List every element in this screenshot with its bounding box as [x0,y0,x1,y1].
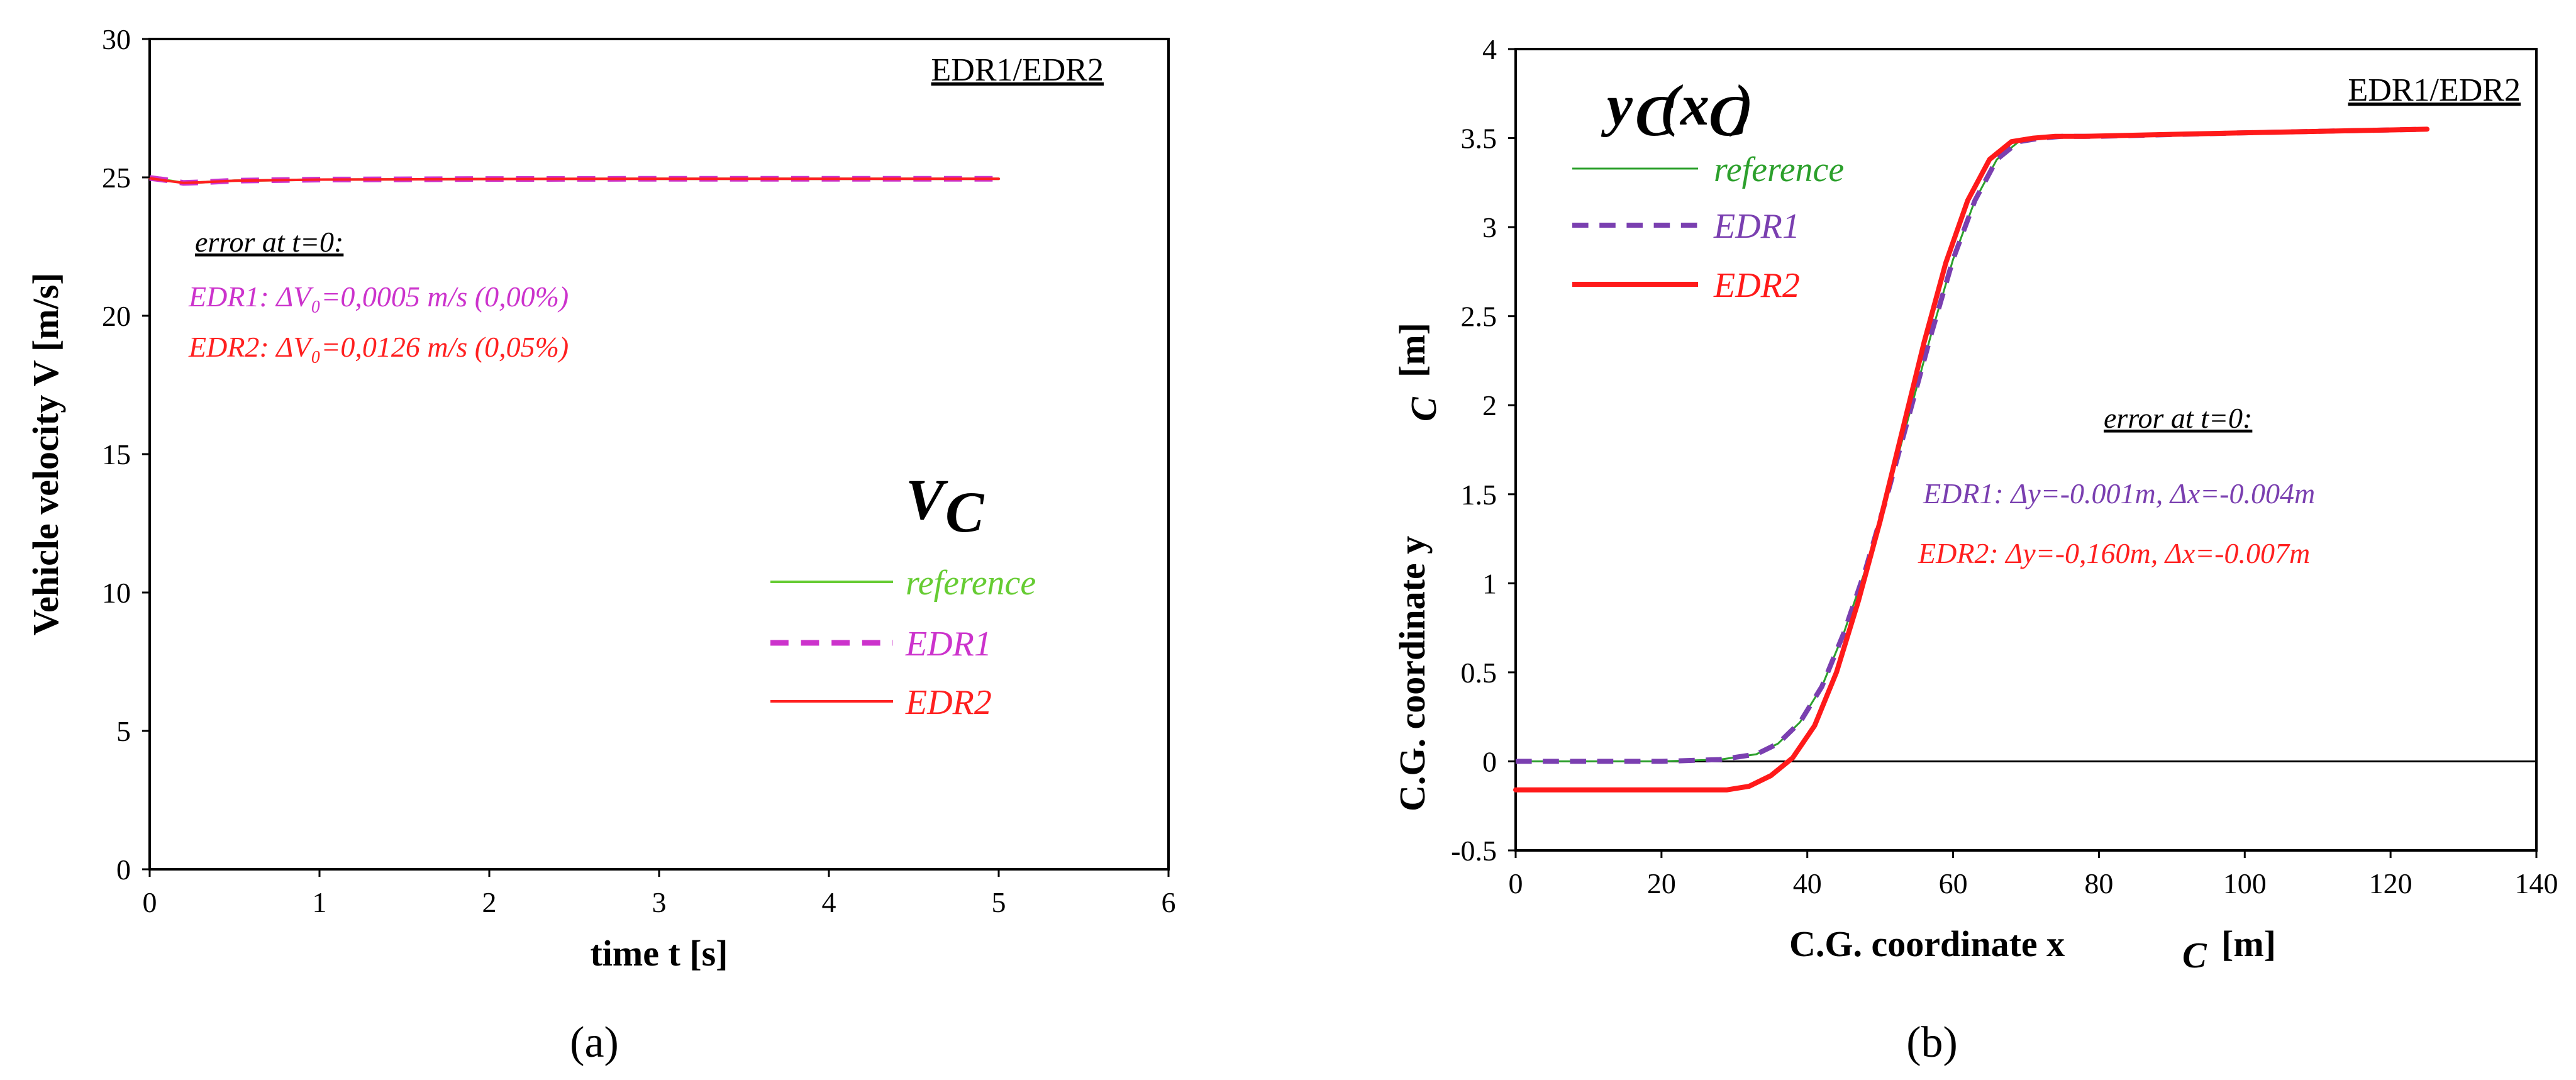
panel-a-x-tick-label: 0 [143,886,157,918]
panel-b-y-tick-label: 1.5 [1461,479,1497,511]
panel-b-y-tick-label: 3 [1482,211,1497,243]
panel-a-legend: reference EDR1 EDR2 [770,564,1036,722]
panel-a-x-ticks: 0 1 2 3 4 5 6 [143,869,1176,918]
panel-b-series-group [1513,126,2430,793]
panel-a-x-tick-label: 2 [482,886,497,918]
panel-a-corner-tag: EDR1/EDR2 [931,52,1104,88]
panel-b-plot-frame [1514,48,2538,852]
panel-a-y-tick-label: 25 [102,162,131,194]
panel-a-y-tick-label: 15 [102,438,131,470]
panel-a-legend-label-edr1: EDR1 [905,625,992,664]
panel-b-symbol-main: y [1601,73,1633,137]
panel-a-x-tick-label: 3 [652,886,667,918]
panel-b-legend-label-reference: reference [1714,150,1844,189]
panel-a-x-tick-label: 5 [992,886,1006,918]
panel-b-y-tick-label: 3.5 [1461,123,1497,155]
panel-a-x-tick-label: 6 [1162,886,1176,918]
panel-a-legend-label-reference: reference [906,564,1036,603]
panel-b-series-edr2 [1513,126,2430,793]
panel-b-x-axis-title: C.G. coordinate x C [m] [1789,923,2276,976]
panel-a-plot-frame [148,38,1170,871]
panel-a-y-axis-title: Vehicle velocity V [m/s] [25,272,66,635]
panel-b-y-tick-label: 1 [1482,567,1497,599]
panel-a-y-ticks: 0 5 10 15 20 25 30 [102,23,150,886]
panel-b-y-tick-label: 4 [1482,33,1497,65]
panel-a-label: (a) [570,1018,619,1067]
panel-b-y-axis-title-unit: [m] [1392,323,1433,377]
panel-b-y-axis-title-sub: C [1403,396,1444,421]
panel-a-annotation-edr2: EDR2: ΔV₀=0,0126 m/s (0,05%) [188,331,569,363]
panel-b: 0 20 40 60 80 100 120 140 -0.5 0 0.5 1 1.5 2 2.5 3 3.5 4… [1392,33,2558,1067]
panel-a-x-tick-label: 4 [822,886,836,918]
panel-b-y-ticks: -0.5 0 0.5 1 1.5 2 2.5 3 3.5 4 [1451,33,1516,867]
panel-a-x-axis-title: time t [s] [590,933,728,974]
panel-b-x-tick-label: 120 [2369,867,2412,899]
panel-b-y-axis-title-text: C.G. coordinate y [1392,536,1433,811]
panel-b-annotation-edr2: EDR2: Δy=-0,160m, Δx=-0.007m [1918,537,2310,569]
panel-b-y-tick-label: 0 [1482,745,1497,777]
panel-b-series-edr1 [1516,126,2428,764]
panel-b-y-axis-title: C.G. coordinate y C [m] [1392,323,1444,811]
panel-b-x-axis-title-sub: C [2182,935,2207,976]
panel-b-symbol-arg: x [1679,73,1709,137]
panel-a-y-tick-label: 10 [102,577,131,609]
panel-b-symbol-close-paren: ) [1729,73,1753,137]
panel-b-corner-tag: EDR1/EDR2 [2348,72,2521,108]
panel-a-symbol-main: V [906,467,948,532]
panel-a-annotation-title: error at t=0: [195,226,343,258]
panel-b-x-tick-label: 100 [2223,867,2267,899]
panel-a-y-tick-label: 0 [116,854,131,886]
panel-b-x-tick-label: 20 [1647,867,1676,899]
panel-b-y-tick-label: 2.5 [1461,301,1497,333]
panel-b-x-axis-title-text: C.G. coordinate x [1789,923,2065,964]
panel-a-y-tick-label: 30 [102,23,131,55]
panel-a-series-edr2 [148,177,1000,184]
panel-b-x-tick-label: 40 [1793,867,1822,899]
panel-b-label: (b) [1906,1018,1958,1067]
panel-a-x-tick-label: 1 [313,886,327,918]
panel-a: 0 1 2 3 4 5 6 0 5 10 15 20 25 30 EDR1/EDR2 error at … [25,23,1176,1067]
panel-b-x-axis-title-unit: [m] [2221,923,2276,964]
panel-b-legend-label-edr2: EDR2 [1713,266,1800,305]
panel-a-legend-label-edr2: EDR2 [905,683,992,722]
panel-b-symbol: y C ( x C ) [1601,73,1753,148]
panel-b-x-tick-label: 60 [1939,867,1968,899]
panel-b-y-tick-label: -0.5 [1451,835,1497,867]
panel-a-y-tick-label: 20 [102,300,131,332]
panel-b-symbol-arg-sub: C [1709,84,1748,148]
panel-a-y-tick-label: 5 [116,715,131,747]
panel-b-x-ticks: 0 20 40 60 80 100 120 140 [1509,850,2558,899]
panel-b-y-tick-label: 0.5 [1461,657,1497,689]
panel-b-legend: reference EDR1 EDR2 [1572,150,1844,305]
panel-b-x-tick-label: 80 [2084,867,2113,899]
panel-a-annotation-edr1: EDR1: ΔV₀=0,0005 m/s (0,00%) [188,281,569,313]
panel-b-symbol-sub: C [1635,84,1675,148]
panel-a-symbol: V C [906,467,985,544]
panel-b-annotation-edr1: EDR1: Δy=-0.001m, Δx=-0.004m [1923,477,2315,509]
panel-b-x-tick-label: 140 [2515,867,2558,899]
panel-b-x-tick-label: 0 [1509,867,1523,899]
panel-b-y-tick-label: 2 [1482,389,1497,421]
panel-b-annotation-title: error at t=0: [2104,402,2252,434]
panel-b-legend-label-edr1: EDR1 [1713,207,1800,246]
panel-b-series-reference [1514,128,2428,762]
panel-a-series-group [148,175,1000,186]
panel-a-symbol-sub: C [945,480,985,544]
